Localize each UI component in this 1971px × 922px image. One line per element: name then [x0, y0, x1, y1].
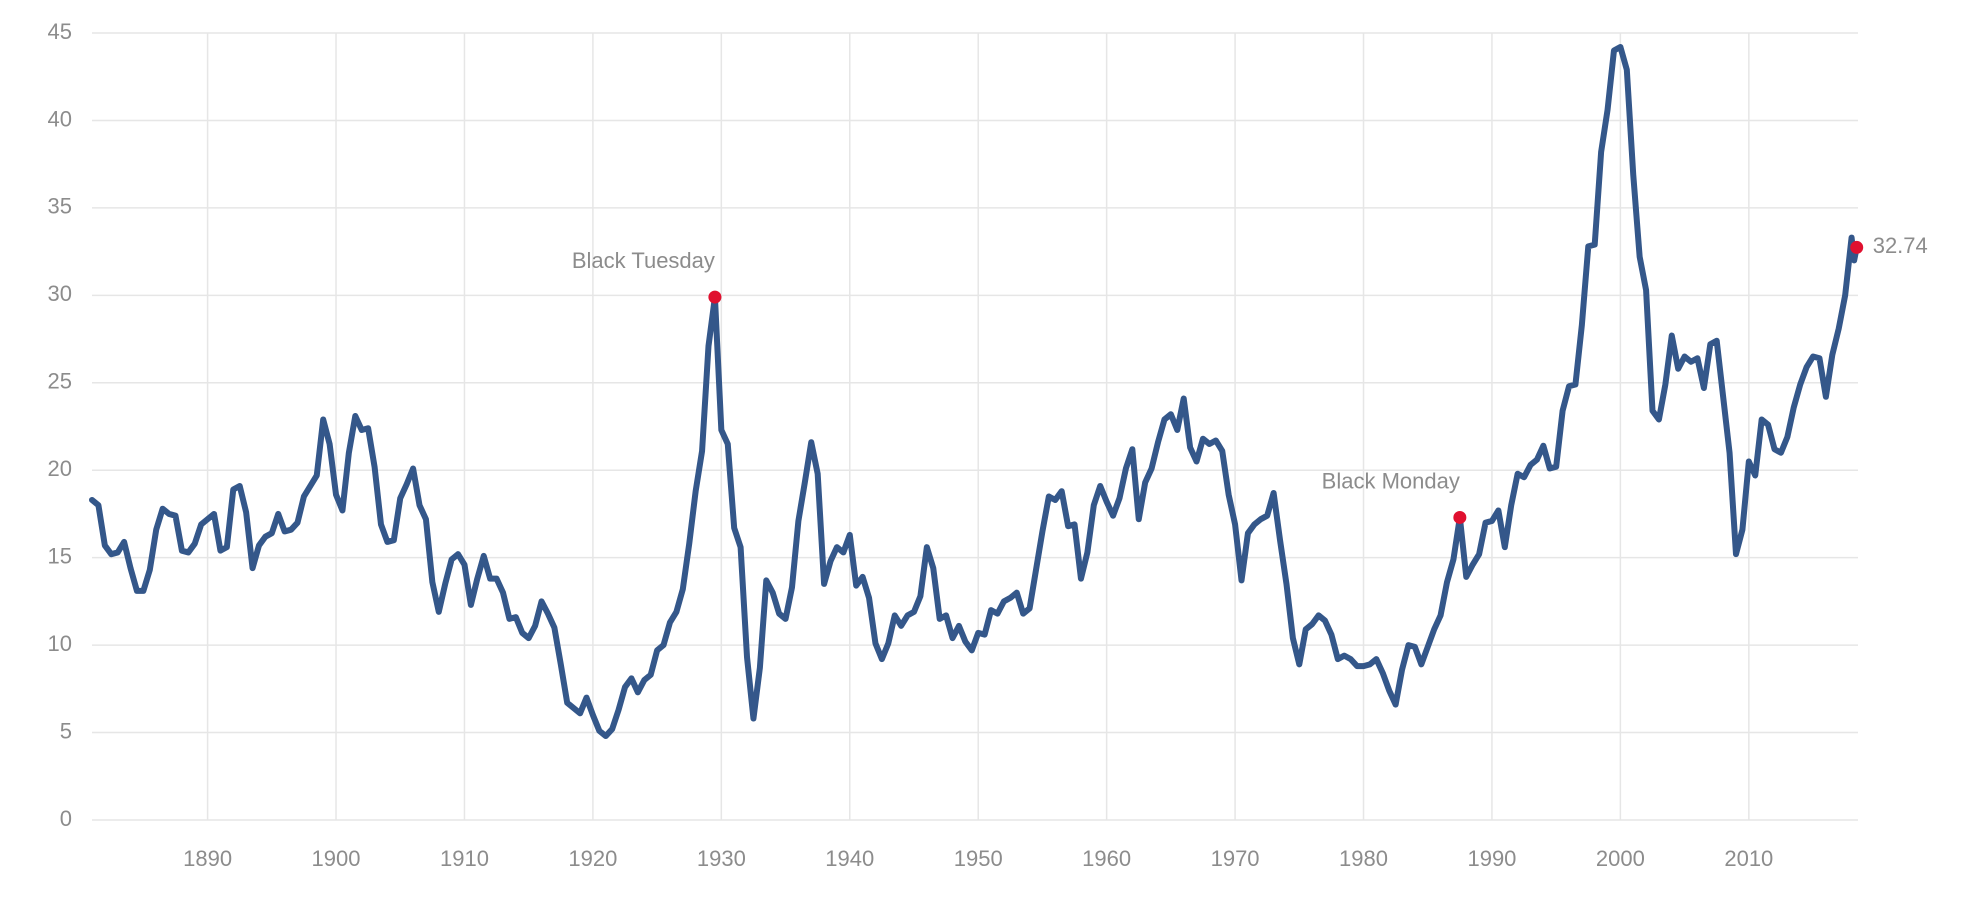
- annotation-marker: [1453, 510, 1467, 524]
- x-tick-label: 1990: [1467, 846, 1516, 871]
- x-tick-label: 1960: [1082, 846, 1131, 871]
- y-tick-label: 0: [60, 806, 72, 831]
- x-tick-label: 2000: [1596, 846, 1645, 871]
- x-tick-label: 1890: [183, 846, 232, 871]
- x-tick-label: 1910: [440, 846, 489, 871]
- last-value-label: 32.74: [1873, 233, 1928, 258]
- annotation-label: Black Monday: [1322, 468, 1460, 493]
- data-line: [89, 43, 1860, 740]
- x-tick-label: 1950: [954, 846, 1003, 871]
- annotation-marker: [708, 290, 722, 304]
- y-tick-label: 20: [48, 456, 72, 481]
- y-tick-label: 30: [48, 281, 72, 306]
- y-tick-label: 5: [60, 718, 72, 743]
- x-tick-label: 1920: [568, 846, 617, 871]
- y-tick-label: 25: [48, 369, 72, 394]
- y-tick-label: 45: [48, 19, 72, 44]
- annotation-label: Black Tuesday: [572, 248, 715, 273]
- y-tick-label: 15: [48, 543, 72, 568]
- y-tick-label: 10: [48, 631, 72, 656]
- y-tick-label: 40: [48, 106, 72, 131]
- x-tick-label: 2010: [1724, 846, 1773, 871]
- x-tick-label: 1980: [1339, 846, 1388, 871]
- y-tick-label: 35: [48, 194, 72, 219]
- x-tick-label: 1940: [825, 846, 874, 871]
- x-tick-label: 1930: [697, 846, 746, 871]
- x-tick-label: 1970: [1211, 846, 1260, 871]
- x-tick-label: 1900: [312, 846, 361, 871]
- last-point-marker: [1850, 240, 1864, 254]
